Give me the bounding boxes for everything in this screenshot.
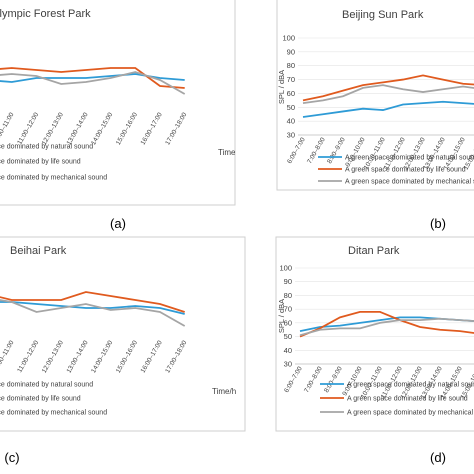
y-tick-label: 30 — [284, 360, 292, 369]
legend-label: A green space dominated by natural sound — [345, 155, 474, 162]
x-tick-label: 14:00–15:00 — [90, 339, 114, 374]
x-tick-label: 13:00–14:00 — [65, 111, 89, 146]
x-tick-label: 12:00–13:00 — [41, 111, 65, 146]
y-tick-label: 80 — [287, 61, 295, 70]
x-tick-label: 12:00–13:00 — [41, 339, 65, 374]
y-tick-label: 50 — [284, 332, 292, 341]
y-tick-label: 60 — [287, 89, 295, 98]
y-tick-label: 40 — [287, 117, 295, 126]
panel-frame — [0, 0, 236, 206]
x-tick-label: 11:00–12:00 — [16, 339, 40, 374]
legend-label: A green space dominated by natural sound — [347, 382, 474, 389]
x-axis-label: Time/h — [218, 148, 242, 157]
panel-frame — [0, 236, 246, 432]
data-line — [299, 316, 474, 332]
y-tick-label: 70 — [284, 305, 292, 314]
data-line — [302, 84, 474, 105]
chart-title: Ditan Park — [348, 245, 400, 257]
y-tick-label: 100 — [282, 34, 295, 43]
y-tick-label: 70 — [287, 75, 295, 84]
panel-label: (a) — [110, 216, 126, 231]
legend-label: A green space dominated by life sound — [0, 159, 81, 166]
x-tick-label: 16:00–17:00 — [140, 339, 164, 374]
x-tick-label: 14:00–15:00 — [90, 111, 114, 146]
chart-panel: Beihai Park6:00–7:007:00–8:008:00–9:009:… — [0, 245, 236, 417]
legend-label: A green space dominated by mechanical so… — [345, 179, 474, 186]
x-tick-label: 15:00–16:00 — [115, 339, 139, 374]
x-tick-label: 15:00–16:00 — [115, 111, 139, 146]
x-tick-label: 6:00–7:00 — [286, 136, 307, 165]
x-tick-label: 11:00–12:00 — [16, 111, 40, 146]
x-tick-label: 10:00–11:00 — [0, 339, 16, 374]
x-tick-label: 17:00–18:00 — [164, 111, 188, 146]
chart-panel: Beijing Sun Park 30 40 50 60 70 80 90 100 6:00–7:… — [277, 9, 474, 186]
y-axis-label: SPL / dBA — [277, 299, 286, 333]
legend-label: A green space dominated by life sound — [0, 396, 81, 403]
x-tick-label: 7:00–8:00 — [306, 136, 327, 165]
data-line — [302, 74, 474, 102]
y-tick-label: 90 — [284, 277, 292, 286]
y-tick-label: 100 — [279, 264, 292, 273]
y-axis-label: SPL / dBA — [277, 70, 286, 104]
chart-title: Beihai Park — [10, 245, 67, 257]
panel-frame — [276, 0, 474, 191]
legend-label: A green space dominated by mechanical so… — [347, 410, 474, 417]
x-axis-label: Time/h — [212, 387, 236, 396]
x-tick-label: 9:00–10:00 — [344, 136, 367, 168]
data-line — [0, 291, 185, 313]
x-tick-label: 6:00–7:00 — [283, 365, 304, 394]
x-tick-label: 8:00–9:00 — [326, 136, 347, 165]
legend-label: A green space dominated by natural sound — [0, 144, 93, 151]
chart-panel: Olympic Forest Park6:00–7:007:00–8:008:0… — [0, 8, 242, 182]
x-tick-label: 7:00–8:00 — [303, 365, 324, 394]
data-line — [299, 310, 474, 338]
y-tick-label: 30 — [287, 131, 295, 140]
y-tick-label: 80 — [284, 291, 292, 300]
panel-label: (c) — [4, 450, 19, 465]
data-line — [302, 100, 474, 118]
x-tick-label: 10:00–11:00 — [0, 111, 16, 146]
x-tick-label: 13:00–14:00 — [65, 339, 89, 374]
chart-title: Beijing Sun Park — [342, 9, 424, 21]
chart-title: Olympic Forest Park — [0, 8, 91, 20]
x-tick-label: 17:00–18:00 — [164, 339, 188, 374]
legend-label: A green space dominated by natural sound — [0, 382, 93, 389]
data-line — [0, 299, 186, 327]
y-tick-label: 50 — [287, 103, 295, 112]
panel-frame — [275, 236, 474, 432]
x-tick-label: 8:00–9:00 — [323, 365, 344, 394]
legend-label: A green space dominated by mechanical so… — [0, 410, 107, 417]
y-tick-label: 60 — [284, 318, 292, 327]
y-tick-label: 90 — [287, 47, 295, 56]
legend-label: A green space dominated by mechanical so… — [0, 175, 107, 182]
y-tick-label: 40 — [284, 346, 292, 355]
legend-label: A green space dominated by life sound — [347, 396, 468, 403]
data-line — [0, 73, 185, 83]
panel-label: (b) — [430, 216, 446, 231]
chart-panel: Ditan Park 30 40 50 60 70 80 90 100 6:00–7:00 7:00… — [277, 245, 474, 417]
data-line — [299, 317, 474, 337]
data-line — [0, 71, 186, 95]
data-line — [0, 67, 185, 89]
legend-label: A green space dominated by life sound — [345, 167, 466, 174]
panel-label: (d) — [430, 450, 446, 465]
x-tick-label: 16:00–17:00 — [140, 111, 164, 146]
data-line — [0, 301, 185, 315]
